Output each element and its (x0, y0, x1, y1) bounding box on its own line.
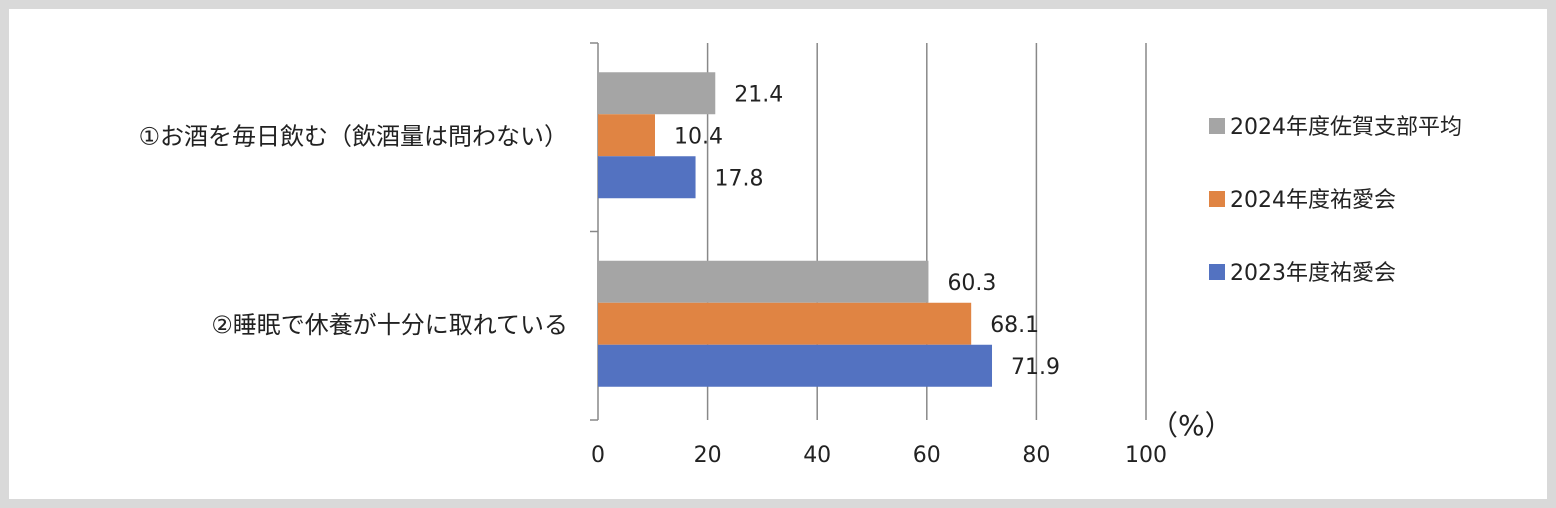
legend-label: 2023年度祐愛会 (1230, 261, 1396, 286)
x-tick-label: 0 (591, 443, 605, 468)
x-tick-label: 100 (1125, 443, 1167, 468)
data-label: 10.4 (674, 124, 723, 149)
category-label: ②睡眠で休養が十分に取れている (211, 311, 568, 339)
legend-swatch (1209, 191, 1225, 207)
data-label: 17.8 (715, 166, 764, 191)
axes (590, 42, 599, 421)
legend-swatch (1209, 118, 1225, 134)
bar-0-0 (598, 72, 716, 115)
unit-label: （%） (1150, 409, 1233, 442)
legend-label: 2024年度祐愛会 (1230, 188, 1396, 213)
legend-label: 2024年度佐賀支部平均 (1230, 115, 1462, 140)
category-labels: ①お酒を毎日飲む（飲酒量は問わない） ②睡眠で休養が十分に取れている (138, 122, 568, 339)
category-label: ①お酒を毎日飲む（飲酒量は問わない） (138, 122, 568, 150)
x-tick-label: 80 (1022, 443, 1050, 468)
data-label: 21.4 (734, 82, 783, 107)
bar-0-2 (598, 156, 696, 199)
bars (598, 72, 993, 387)
x-tick-label: 40 (803, 443, 831, 468)
legend-swatch (1209, 264, 1225, 280)
x-tick-label: 20 (694, 443, 722, 468)
bar-0-1 (598, 114, 655, 157)
value-labels: 21.4 10.4 17.8 60.3 68.1 71.9 (674, 82, 1060, 380)
data-label: 68.1 (990, 313, 1039, 338)
data-label: 60.3 (947, 271, 996, 296)
bar-1-1 (598, 302, 972, 345)
data-label: 71.9 (1011, 355, 1060, 380)
bar-1-2 (598, 344, 993, 387)
bar-1-0 (598, 260, 929, 303)
x-tick-label: 60 (913, 443, 941, 468)
legend: 2024年度佐賀支部平均 2024年度祐愛会 2023年度祐愛会 (1209, 115, 1462, 286)
tick-labels: 0 20 40 60 80 100 (591, 443, 1167, 468)
